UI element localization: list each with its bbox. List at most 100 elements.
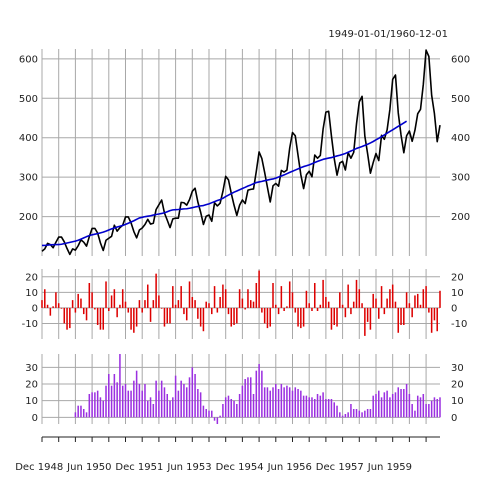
change-bar xyxy=(263,387,266,418)
change-bar xyxy=(313,399,316,418)
change-bar xyxy=(339,412,341,418)
residual-bar xyxy=(336,307,338,327)
change-bar xyxy=(244,379,246,418)
change-y-tick-label-left: 10 xyxy=(25,396,38,407)
change-bar xyxy=(333,402,335,418)
residual-bar xyxy=(233,307,235,325)
residual-bar xyxy=(333,307,335,325)
residual-bar xyxy=(213,286,216,308)
residual-bar xyxy=(110,295,113,308)
change-bar xyxy=(378,390,380,418)
residual-bar xyxy=(366,307,369,322)
change-bar xyxy=(294,387,297,418)
change-bar xyxy=(439,397,441,418)
residual-bar xyxy=(369,307,372,330)
change-y-tick-label-left: 20 xyxy=(25,380,38,391)
x-axis-tick-label: Jun 1950 xyxy=(66,462,111,473)
residual-bar xyxy=(330,307,333,330)
residual-bar xyxy=(386,298,388,308)
change-bar xyxy=(194,374,196,418)
change-bar xyxy=(222,404,224,418)
residual-bar xyxy=(211,307,213,315)
change-bar xyxy=(383,392,386,418)
change-bar xyxy=(255,370,258,418)
residual-bar xyxy=(216,307,219,313)
residual-bar xyxy=(416,293,419,308)
residual-bar xyxy=(224,289,227,308)
residual-bar xyxy=(41,300,43,308)
residual-y-tick-label-right: 10 xyxy=(451,288,464,299)
main-y-tick-label-right: 600 xyxy=(451,54,470,65)
residual-bar xyxy=(183,307,185,315)
change-bar xyxy=(425,404,427,418)
change-bar xyxy=(85,412,88,418)
residual-bar xyxy=(77,293,79,308)
change-bar xyxy=(266,387,269,418)
change-bar xyxy=(105,385,107,418)
residual-bar xyxy=(205,301,207,308)
change-bar xyxy=(277,389,280,418)
residual-bar xyxy=(325,297,327,308)
change-bar xyxy=(355,409,358,418)
change-bar xyxy=(199,392,202,418)
residual-bar xyxy=(238,289,241,308)
change-bar xyxy=(88,394,91,418)
change-bar xyxy=(249,377,252,418)
residual-y-tick-label-right: 20 xyxy=(451,272,464,283)
residual-bar xyxy=(119,304,121,308)
residual-bar xyxy=(378,307,380,319)
main-y-tick-label-left: 500 xyxy=(19,94,38,105)
residual-bar xyxy=(322,279,324,308)
change-bar xyxy=(188,377,191,418)
residual-bar xyxy=(108,307,110,311)
residual-bar xyxy=(372,293,374,308)
change-bar xyxy=(252,394,255,418)
residual-bar xyxy=(236,307,238,324)
residual-bar xyxy=(375,298,377,308)
residual-bar xyxy=(291,292,294,308)
change-bar xyxy=(361,412,363,418)
residual-bar xyxy=(149,307,152,322)
change-bar xyxy=(110,385,113,418)
residual-bar xyxy=(85,307,88,321)
residual-bar xyxy=(199,307,202,327)
residual-bars xyxy=(41,270,441,336)
residual-bar xyxy=(69,307,71,329)
residual-bar xyxy=(352,301,355,308)
change-bar xyxy=(135,370,138,418)
change-bar xyxy=(311,397,313,418)
change-bar xyxy=(113,374,116,418)
change-bar xyxy=(108,374,110,418)
residual-bar xyxy=(305,290,308,308)
change-bar xyxy=(99,397,102,418)
residual-bar xyxy=(55,292,57,308)
residual-bar xyxy=(419,304,422,308)
residual-bar xyxy=(155,273,157,308)
residual-bar xyxy=(197,307,199,319)
main-y-tick-label-right: 200 xyxy=(451,212,470,223)
residual-bar xyxy=(91,292,93,308)
change-bar xyxy=(302,395,305,418)
x-axis-tick-label: Dec 1957 xyxy=(316,462,364,473)
residual-bar xyxy=(286,306,288,308)
change-bar xyxy=(163,387,166,418)
change-bar xyxy=(130,390,132,418)
change-bar xyxy=(300,390,302,418)
residual-bar xyxy=(244,307,246,310)
main-y-tick-label-left: 400 xyxy=(19,133,38,144)
residual-y-tick-label-left: 10 xyxy=(25,288,38,299)
residual-bar xyxy=(364,307,366,336)
residual-bar xyxy=(389,289,391,308)
change-bar xyxy=(400,389,402,418)
change-bar xyxy=(419,397,422,418)
residual-bar xyxy=(327,301,330,308)
residual-bar xyxy=(294,307,297,313)
change-bar xyxy=(319,395,322,418)
change-bar xyxy=(325,399,327,418)
main-y-tick-label-left: 200 xyxy=(19,212,38,223)
change-bar xyxy=(96,390,99,418)
residual-bar xyxy=(344,307,347,318)
residual-bar xyxy=(71,300,74,308)
change-y-tick-label-right: 0 xyxy=(451,413,457,424)
change-bar xyxy=(166,394,169,418)
